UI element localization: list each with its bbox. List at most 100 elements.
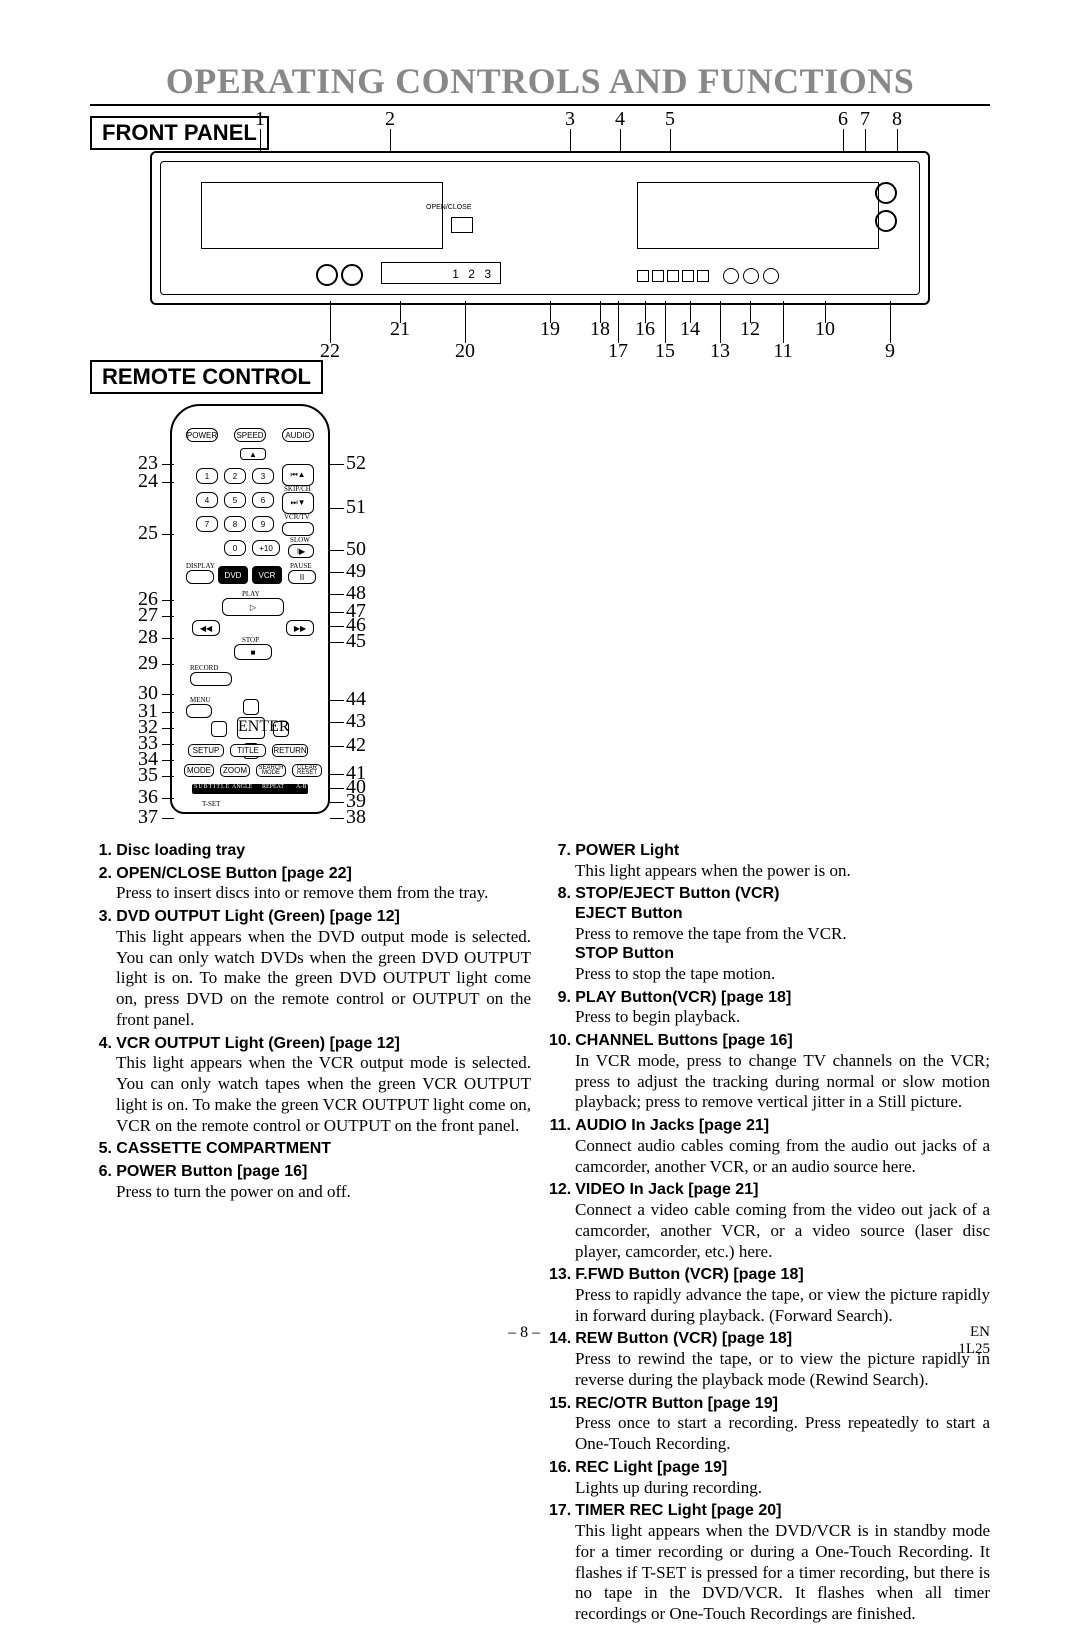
angle-label: ANGLE xyxy=(232,784,252,790)
eject-icon: ▲ xyxy=(240,448,266,460)
num-3-icon: 3 xyxy=(252,468,274,484)
remote-label: REMOTE CONTROL xyxy=(90,360,323,394)
remote-callout-42: 42 xyxy=(346,734,366,757)
jack-icon xyxy=(743,268,759,284)
leader-line xyxy=(330,802,344,803)
leader-line xyxy=(260,129,261,151)
skip-ch-icon: ⏮▲ xyxy=(282,464,314,486)
num-2-icon: 2 xyxy=(224,468,246,484)
leader-line xyxy=(330,700,344,701)
leader-line xyxy=(570,129,571,151)
remote-callout-38: 38 xyxy=(346,806,366,829)
leader-line xyxy=(330,550,344,551)
return-button-icon: RETURN xyxy=(272,744,308,757)
setup-title-return-row: SETUP TITLE RETURN xyxy=(188,744,308,757)
remote-callout-37: 37 xyxy=(128,806,158,829)
description-item: 6. POWER Button [page 16]Press to turn t… xyxy=(90,1161,531,1202)
description-item: 8. STOP/EJECT Button (VCR)EJECT ButtonPr… xyxy=(549,883,990,984)
remote-callout-49: 49 xyxy=(346,560,366,583)
remote-callout-35: 35 xyxy=(128,764,158,787)
setup-button-icon: SETUP xyxy=(188,744,224,757)
leader-line xyxy=(162,798,174,799)
leader-line xyxy=(330,788,344,789)
display-button-icon xyxy=(186,570,214,584)
record-label: RECORD xyxy=(190,664,218,672)
description-item: 5. CASSETTE COMPARTMENT xyxy=(90,1138,531,1159)
description-col-2: 7. POWER LightThis light appears when th… xyxy=(549,840,990,1627)
page-number: – 8 – xyxy=(508,1324,540,1357)
vcr-button-icon: VCR xyxy=(252,566,282,584)
small-button-icon xyxy=(682,270,694,282)
description-item: 13. F.FWD Button (VCR) [page 18]Press to… xyxy=(549,1264,990,1326)
remote-callout-45: 45 xyxy=(346,630,366,653)
page-footer: – 8 – EN 1L25 xyxy=(90,1324,990,1357)
mode-button-icon: MODE xyxy=(184,764,214,777)
leader-line xyxy=(162,464,174,465)
num-1-icon: 1 xyxy=(196,468,218,484)
remote-callout-50: 50 xyxy=(346,538,366,561)
callout-19: 19 xyxy=(540,318,560,341)
description-item: 15. REC/OTR Button [page 19]Press once t… xyxy=(549,1393,990,1455)
page: OPERATING CONTROLS AND FUNCTIONS FRONT P… xyxy=(0,0,1080,1397)
leader-line xyxy=(162,616,174,617)
remote-callout-29: 29 xyxy=(128,652,158,675)
small-button-icon xyxy=(697,270,709,282)
callout-16: 16 xyxy=(635,318,655,341)
knob-icon xyxy=(316,264,338,286)
ab-label: A-B xyxy=(296,784,306,790)
description-item: 1. Disc loading tray xyxy=(90,840,531,861)
pause-label: PAUSE xyxy=(290,562,312,570)
leader-line xyxy=(330,626,344,627)
vcrtv-label: VCR/TV xyxy=(284,513,310,521)
disc-tray xyxy=(201,182,443,249)
remote-callout-51: 51 xyxy=(346,496,366,519)
callout-7: 7 xyxy=(860,108,870,131)
callout-5: 5 xyxy=(665,108,675,131)
num-9-icon: 9 xyxy=(252,516,274,532)
leader-line xyxy=(665,301,666,343)
leader-line xyxy=(330,301,331,343)
repeat-label: REPEAT xyxy=(262,784,284,790)
num-0-icon: 0 xyxy=(224,540,246,556)
ffwd-button-icon: ▶▶ xyxy=(286,620,314,636)
description-columns: 1. Disc loading tray2. OPEN/CLOSE Button… xyxy=(90,840,990,1627)
slow-label: SLOW xyxy=(290,536,310,544)
remote-callout-24: 24 xyxy=(128,470,158,493)
play-label: PLAY xyxy=(242,590,260,598)
leader-line xyxy=(330,746,344,747)
callout-1: 1 xyxy=(255,108,265,131)
callout-21: 21 xyxy=(390,318,410,341)
jack-icon xyxy=(763,268,779,284)
leader-line xyxy=(618,301,619,343)
leader-line xyxy=(330,612,344,613)
description-item: 12. VIDEO In Jack [page 21]Connect a vid… xyxy=(549,1179,990,1262)
record-button-icon xyxy=(190,672,232,686)
audio-button-icon: AUDIO xyxy=(282,428,314,442)
leader-line xyxy=(162,534,174,535)
display-readout: 1 2 3 xyxy=(381,262,501,284)
footer-code: EN 1L25 xyxy=(958,1324,990,1357)
remote-body: POWER SPEED AUDIO ▲ 1 2 3 ⏮▲ SKIP/CH 4 5… xyxy=(170,404,330,814)
device-inner: OPEN/CLOSE 1 2 3 xyxy=(160,161,920,295)
leader-line xyxy=(783,301,784,343)
callout-14: 14 xyxy=(680,318,700,341)
stop-button-icon: ■ xyxy=(234,644,272,660)
enter-button-icon: ENTER xyxy=(237,717,265,739)
leader-line xyxy=(162,600,174,601)
vcrtv-button-icon xyxy=(282,522,314,536)
knob-icon xyxy=(341,264,363,286)
leader-line xyxy=(890,301,891,343)
play-button-icon: ▷ xyxy=(222,598,284,616)
leader-line xyxy=(162,638,174,639)
dvd-button-icon: DVD xyxy=(218,566,248,584)
leader-line xyxy=(390,129,391,151)
description-item: 2. OPEN/CLOSE Button [page 22]Press to i… xyxy=(90,863,531,904)
num-6-icon: 6 xyxy=(252,492,274,508)
description-item: 11. AUDIO In Jacks [page 21]Connect audi… xyxy=(549,1115,990,1177)
leader-line xyxy=(162,712,174,713)
power-button-icon: POWER xyxy=(186,428,218,442)
callout-18: 18 xyxy=(590,318,610,341)
callout-8: 8 xyxy=(892,108,902,131)
rew-button-icon: ◀◀ xyxy=(192,620,220,636)
leader-line xyxy=(670,129,671,151)
